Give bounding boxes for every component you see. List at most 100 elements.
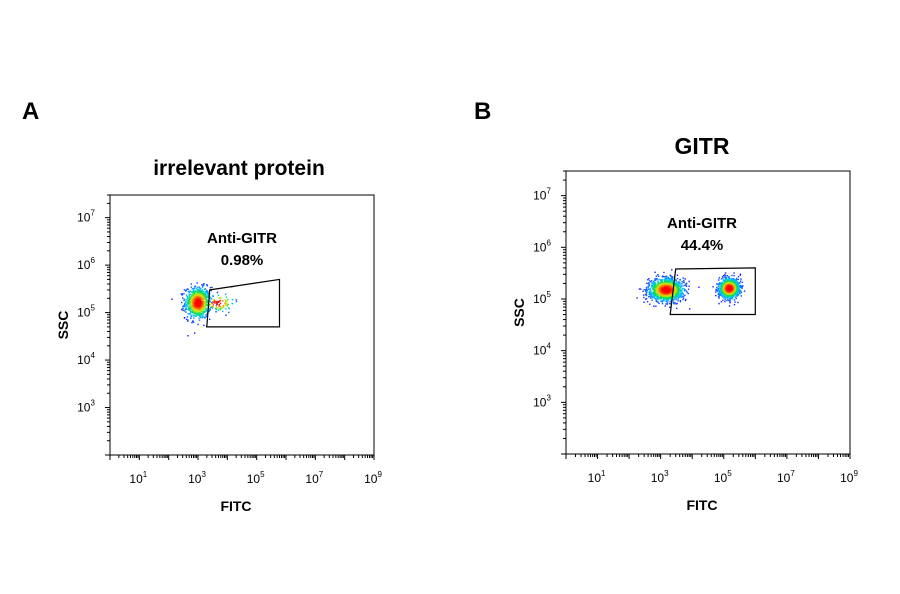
event-point	[671, 280, 674, 282]
event-point	[646, 291, 648, 294]
event-point	[198, 319, 201, 321]
event-point	[226, 304, 228, 306]
event-point	[728, 305, 731, 307]
event-point	[185, 289, 187, 291]
event-point	[194, 301, 196, 304]
event-point	[715, 291, 717, 293]
event-point	[740, 278, 742, 280]
event-point	[220, 297, 222, 299]
event-point	[181, 308, 183, 311]
event-point	[677, 291, 680, 293]
event-point	[738, 282, 740, 284]
event-point	[675, 287, 677, 289]
event-point	[654, 282, 657, 284]
event-point	[677, 296, 680, 299]
event-point	[663, 279, 665, 281]
event-point	[195, 287, 198, 290]
event-point	[200, 296, 202, 298]
event-point	[196, 288, 198, 291]
event-point	[202, 305, 204, 307]
event-point	[667, 288, 670, 290]
event-point	[196, 313, 198, 315]
event-point	[673, 296, 675, 299]
event-point	[740, 280, 742, 282]
event-point	[212, 294, 214, 297]
event-point	[198, 299, 201, 301]
event-point	[740, 295, 742, 297]
event-point	[188, 299, 190, 301]
event-point	[212, 306, 214, 308]
event-point	[206, 283, 208, 286]
event-point	[730, 296, 733, 298]
event-point	[670, 279, 673, 281]
event-point	[667, 287, 669, 289]
event-point	[732, 280, 734, 282]
event-point	[679, 291, 681, 293]
event-point	[649, 291, 651, 293]
event-point	[718, 293, 720, 296]
event-point	[202, 313, 204, 315]
event-point	[680, 290, 682, 292]
event-point	[653, 292, 655, 295]
event-point	[193, 317, 195, 319]
event-point	[194, 302, 197, 305]
event-point	[720, 278, 723, 280]
event-point	[182, 305, 185, 307]
event-point	[682, 295, 684, 297]
event-point	[197, 323, 199, 326]
event-point	[676, 290, 678, 292]
event-point	[718, 283, 720, 286]
event-point	[208, 305, 210, 307]
event-point	[187, 305, 189, 308]
event-point	[671, 276, 674, 278]
event-point	[735, 279, 737, 281]
event-point	[196, 282, 198, 284]
event-point	[196, 293, 198, 296]
event-point	[681, 280, 683, 283]
event-point	[217, 307, 219, 309]
event-point	[679, 286, 682, 288]
event-point	[647, 279, 649, 281]
event-point	[194, 309, 196, 312]
event-point	[739, 285, 741, 288]
event-point	[679, 300, 682, 302]
event-point	[648, 293, 650, 295]
event-point	[189, 293, 192, 296]
event-point	[719, 292, 722, 294]
event-point	[677, 281, 680, 283]
event-point	[735, 281, 737, 283]
event-point	[201, 317, 203, 319]
event-point	[227, 298, 229, 301]
event-point	[648, 277, 650, 280]
event-point	[658, 293, 660, 295]
event-point	[664, 295, 666, 297]
event-point	[726, 299, 728, 302]
event-point	[720, 282, 722, 284]
event-point	[683, 290, 686, 292]
event-point	[652, 281, 655, 283]
event-point	[719, 286, 721, 288]
event-point	[669, 296, 672, 298]
event-point	[659, 293, 662, 295]
event-point	[209, 307, 212, 309]
event-point	[672, 298, 674, 301]
event-point	[215, 308, 217, 311]
event-point	[191, 321, 193, 324]
event-point	[203, 295, 205, 297]
event-point	[225, 314, 227, 316]
event-point	[737, 283, 740, 286]
event-point	[669, 306, 671, 308]
y-tick-label: 107	[77, 209, 95, 225]
event-point	[729, 302, 731, 304]
event-point	[657, 280, 659, 282]
event-point	[656, 283, 659, 285]
event-point	[736, 295, 739, 297]
event-point	[662, 299, 665, 301]
event-point	[658, 293, 661, 295]
event-point	[676, 274, 679, 277]
x-tick-label: 109	[364, 470, 382, 486]
event-point	[196, 286, 199, 289]
event-point	[185, 294, 188, 296]
event-point	[683, 295, 685, 297]
event-point	[653, 297, 656, 299]
